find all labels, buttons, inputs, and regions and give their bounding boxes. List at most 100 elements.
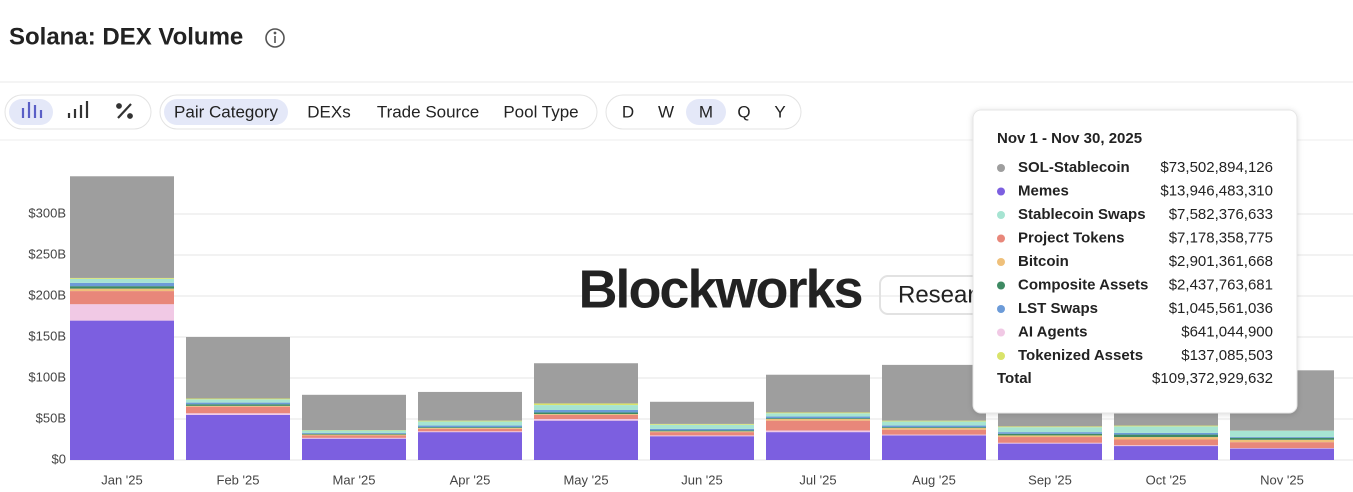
selected-chart-type (9, 99, 53, 125)
legend-dot (997, 187, 1005, 196)
legend-dot (997, 211, 1005, 219)
tooltip-value: $1,045,561,036 (1169, 300, 1273, 317)
bar-segment (70, 320, 174, 460)
bar-segment (650, 431, 754, 433)
bar-segment (418, 428, 522, 432)
bar-chart-alt-icon[interactable] (67, 101, 89, 118)
tab[interactable]: DEXs (307, 102, 350, 121)
bar-segment (1230, 437, 1334, 440)
bar-segment (418, 425, 522, 428)
legend-label: Tokenized Assets (1018, 347, 1143, 364)
bar-segment (1230, 436, 1334, 438)
bar-segment (534, 419, 638, 421)
tooltip-value: $7,582,376,633 (1169, 206, 1273, 223)
page-title: Solana: DEX Volume (9, 23, 243, 50)
period[interactable]: Y (774, 102, 785, 121)
legend-label: Bitcoin (1018, 253, 1069, 270)
bar-segment (1114, 445, 1218, 447)
info-icon[interactable] (265, 28, 285, 48)
bar-segment (650, 436, 754, 460)
bar-segment (766, 374, 870, 413)
bar-segment (302, 433, 406, 435)
bar-segment (1114, 437, 1218, 440)
bar-segment (766, 416, 870, 419)
tab[interactable]: Trade Source (377, 102, 479, 121)
bar-segment (418, 391, 522, 421)
bar-segment (534, 409, 638, 413)
bar-segment (186, 413, 290, 415)
bar-segment (998, 435, 1102, 438)
y-tick-label: $250B (28, 246, 66, 261)
bar-segment (534, 412, 638, 415)
legend-label: SOL-Stablecoin (1018, 159, 1130, 176)
bar-segment (418, 427, 522, 429)
bar-segment (650, 432, 754, 436)
bar-segment (186, 405, 290, 407)
x-tick-label: Jul '25 (799, 472, 836, 487)
tooltip-value: $73,502,894,126 (1160, 159, 1273, 176)
x-tick-label: Mar '25 (333, 472, 376, 487)
bar-segment (882, 425, 986, 428)
period[interactable]: M (699, 102, 713, 121)
bar-segment (1114, 434, 1218, 438)
bar-segment (302, 434, 406, 436)
legend-dot (997, 305, 1005, 313)
tab[interactable]: Pair Category (174, 102, 278, 121)
period[interactable]: Q (737, 102, 750, 121)
tooltip-box (972, 109, 1298, 414)
legend-dot (997, 328, 1005, 337)
legend-label: Stablecoin Swaps (1018, 206, 1146, 223)
bar-segment (882, 435, 986, 460)
bar-segment (650, 428, 754, 431)
y-tick-label: $150B (28, 328, 66, 343)
y-tick-label: $50B (36, 410, 66, 425)
bar-segment (882, 429, 986, 435)
bar-segment (70, 176, 174, 278)
x-tick-label: Jan '25 (101, 472, 143, 487)
bar-segment (70, 286, 174, 289)
bar-segment (1114, 446, 1218, 460)
bar-segment (882, 421, 986, 426)
bar-segment (766, 432, 870, 460)
x-tick-label: Nov '25 (1260, 472, 1304, 487)
x-tick-label: Jun '25 (681, 472, 723, 487)
tooltip-total: $109,372,929,632 (1152, 370, 1273, 387)
period[interactable]: D (622, 102, 634, 121)
x-tick-label: Oct '25 (1146, 472, 1187, 487)
percent-icon[interactable] (116, 103, 133, 119)
bar-segment (1114, 425, 1218, 427)
period[interactable]: W (658, 102, 674, 121)
bar-segment (186, 402, 290, 405)
legend-dot (997, 352, 1005, 360)
bar-segment (70, 291, 174, 305)
bar-segment (302, 437, 406, 439)
bar-chart-icon[interactable] (21, 102, 43, 118)
bar-segment (766, 413, 870, 417)
tooltip-value: $641,044,900 (1181, 323, 1273, 340)
bar-segment (418, 432, 522, 460)
bar-segment (650, 435, 754, 437)
tab[interactable]: Pool Type (503, 102, 578, 121)
bar-segment (766, 418, 870, 419)
x-tick-label: May '25 (563, 472, 608, 487)
legend-label: Memes (1018, 182, 1069, 199)
bar-segment (650, 430, 754, 432)
bar-segment (534, 420, 638, 460)
watermark-brand: Blockworks (578, 259, 861, 319)
y-tick-label: $100B (28, 369, 66, 384)
tooltip: Nov 1 - Nov 30, 2025 SOL-Stablecoin $73,50… (972, 109, 1298, 414)
bar-segment (418, 420, 522, 422)
bar-segment (186, 398, 290, 400)
bar-segment (650, 424, 754, 429)
bar-segment (1230, 430, 1334, 437)
bar-segment (302, 430, 406, 433)
bar-segment (766, 430, 870, 433)
bar-segment (650, 423, 754, 425)
bar-segment (998, 442, 1102, 444)
bar-segment (186, 414, 290, 460)
bar-segment (534, 414, 638, 419)
bar-segment (1230, 448, 1334, 449)
bar-segment (302, 432, 406, 434)
x-tick-label: Apr '25 (450, 472, 491, 487)
